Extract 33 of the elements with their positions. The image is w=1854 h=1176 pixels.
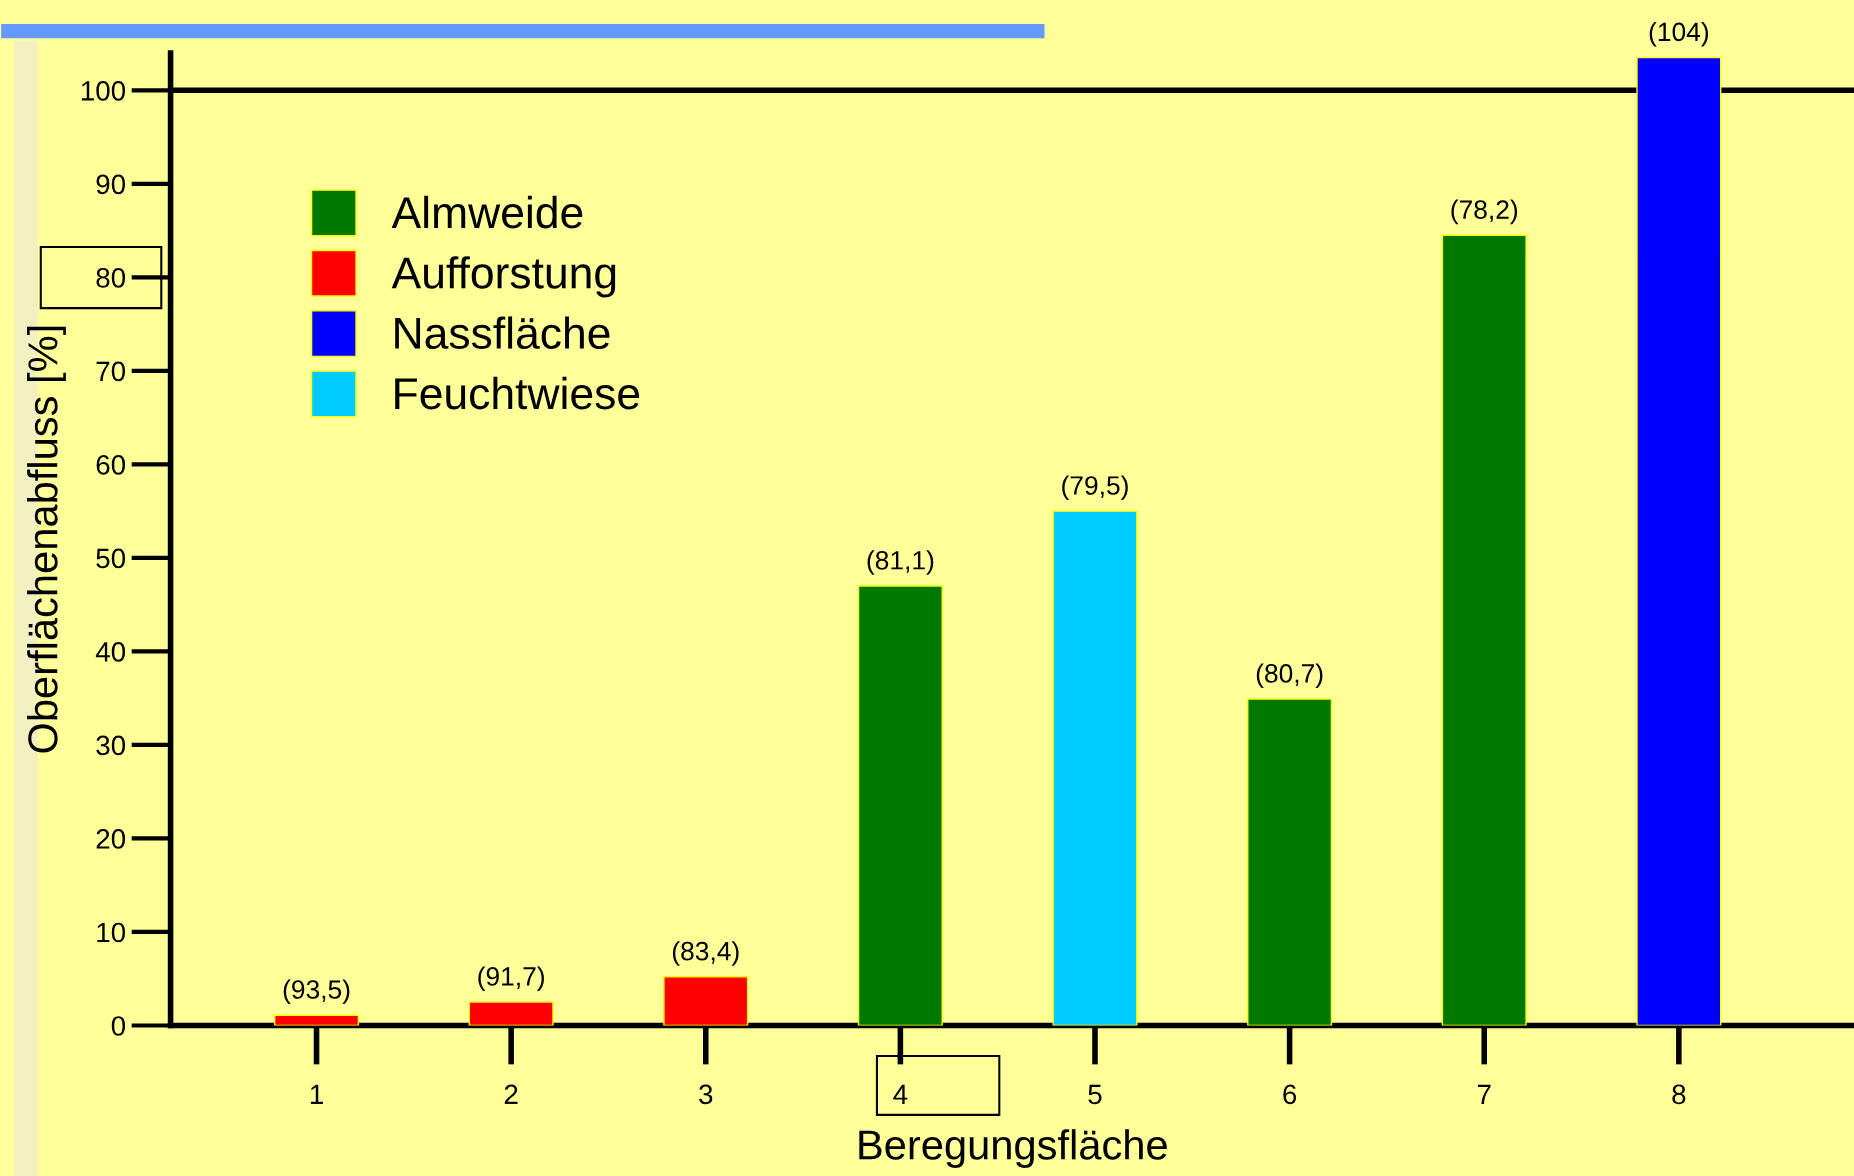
annotation: (80,7) xyxy=(1256,663,1323,688)
y-tick-label: 90 xyxy=(96,174,126,195)
legend-label: Nassfläche xyxy=(395,316,610,350)
legend-label: Feuchtwiese xyxy=(395,376,640,410)
y-tick-label: 70 xyxy=(96,361,126,382)
annotation: (93,5) xyxy=(283,979,350,1005)
annotation: (91,7) xyxy=(478,966,544,991)
y-tick-label: 50 xyxy=(96,548,126,569)
legend-label: Almweide xyxy=(391,195,583,229)
x-tick-label: 2 xyxy=(504,1084,518,1104)
legend-label: Aufforstung xyxy=(391,256,616,298)
y-tick-label: 60 xyxy=(96,455,126,475)
annotation: (83,4) xyxy=(672,941,739,966)
annotation: (104) xyxy=(1649,21,1709,47)
y-axis-title: Oberflächenabfluss [%] xyxy=(27,326,66,753)
annotation: (78,2) xyxy=(1451,199,1518,225)
x-tick-label: 8 xyxy=(1672,1084,1686,1105)
x-axis-title: Beregungsfläche xyxy=(859,1129,1167,1168)
y-tick-label: 40 xyxy=(95,642,126,662)
y-tick-label: 0 xyxy=(111,1016,126,1036)
y-tick-label: 20 xyxy=(96,829,126,849)
y-tick-label: 30 xyxy=(96,735,126,756)
y-tick-label: 100 xyxy=(81,80,126,101)
annotation: (81,1) xyxy=(867,550,934,575)
x-tick-label: 1 xyxy=(310,1084,323,1104)
x-tick-label: 4 xyxy=(893,1084,908,1104)
x-tick-label: 6 xyxy=(1283,1084,1297,1105)
x-tick-label: 5 xyxy=(1088,1084,1102,1105)
annotation: (79,5) xyxy=(1062,475,1128,501)
x-tick-label: 7 xyxy=(1477,1084,1491,1104)
x-tick-label: 3 xyxy=(699,1084,713,1105)
y-tick-label: 80 xyxy=(96,268,126,288)
y-tick-label: 10 xyxy=(97,922,126,943)
